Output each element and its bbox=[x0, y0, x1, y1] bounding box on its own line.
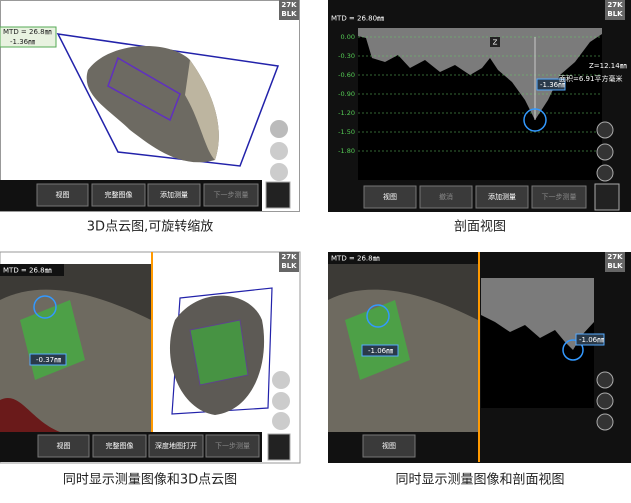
axis-name: Z bbox=[493, 39, 498, 47]
menu-icon[interactable] bbox=[594, 183, 620, 211]
axis-label: 0.00 bbox=[341, 33, 355, 41]
button[interactable] bbox=[91, 183, 146, 207]
button[interactable] bbox=[362, 434, 416, 458]
caption: 剖面视图 bbox=[454, 220, 506, 235]
caption: 同时显示测量图像和3D点云图 bbox=[63, 473, 237, 488]
button-label: 撤消 bbox=[439, 192, 453, 201]
button[interactable] bbox=[148, 434, 204, 458]
menu-icon[interactable] bbox=[267, 433, 291, 461]
panel-image-3d: -0.37㎜ MTD = 26.8㎜ 27K BLK 视图 完整图像 深度地图打… bbox=[0, 251, 301, 488]
button-label: 下一步测量 bbox=[214, 191, 249, 199]
menu-icon[interactable] bbox=[265, 181, 291, 209]
button[interactable] bbox=[363, 185, 417, 209]
button bbox=[203, 183, 259, 207]
button[interactable] bbox=[475, 185, 529, 209]
pause-button[interactable] bbox=[596, 121, 614, 139]
button[interactable] bbox=[147, 183, 201, 207]
badge: 27K bbox=[281, 253, 297, 261]
caption: 3D点云图,可旋转缩放 bbox=[87, 219, 213, 235]
panel-image-profile: -1.06㎜ -1.06㎜ MTD = 26.8㎜ 27K BLK 视图 同时显… bbox=[328, 252, 631, 488]
button-label: 视图 bbox=[56, 190, 70, 199]
measure-profile: -1.06㎜ bbox=[579, 336, 604, 344]
badge: 27K bbox=[607, 253, 623, 261]
button bbox=[205, 434, 260, 458]
save-button[interactable] bbox=[270, 142, 288, 160]
button[interactable] bbox=[92, 434, 147, 458]
save-button[interactable] bbox=[596, 143, 614, 161]
badge: BLK bbox=[281, 262, 297, 270]
panel-3d: MTD = 26.8㎜ -1.36㎜ 27K BLK 视图 完整图像 添加测量 … bbox=[0, 0, 300, 235]
badge: 27K bbox=[607, 1, 623, 9]
axis-label: -0.30 bbox=[338, 52, 355, 60]
button-label: 添加测量 bbox=[488, 192, 516, 201]
button-label: 完整图像 bbox=[106, 441, 134, 450]
caption: 同时显示测量图像和剖面视图 bbox=[395, 473, 564, 488]
mtd-box bbox=[0, 26, 57, 48]
badge: 27K bbox=[281, 1, 297, 9]
button-label: 视图 bbox=[57, 441, 71, 450]
panel-profile: 0.00 -0.30 -0.60 -0.90 -1.20 -1.50 -1.80… bbox=[328, 0, 631, 235]
button[interactable] bbox=[37, 434, 90, 458]
button-label: 下一步测量 bbox=[215, 442, 250, 450]
mtd: MTD = 26.8㎜ bbox=[3, 267, 52, 275]
axis-label: -0.60 bbox=[338, 71, 355, 79]
button-label: 视图 bbox=[383, 192, 397, 201]
measure: -1.36㎜ bbox=[540, 81, 565, 89]
save-button[interactable] bbox=[272, 392, 290, 410]
back-button[interactable] bbox=[272, 412, 290, 430]
axis-label: -0.90 bbox=[338, 90, 355, 98]
z-value: Z=12.14㎜ bbox=[589, 62, 627, 70]
button-label: 添加测量 bbox=[160, 190, 188, 199]
button[interactable] bbox=[36, 183, 89, 207]
button-label: 完整图像 bbox=[105, 190, 133, 199]
measure: -0.37㎜ bbox=[36, 356, 61, 364]
badge: BLK bbox=[607, 10, 623, 18]
pause-button[interactable] bbox=[596, 371, 614, 389]
mtd: MTD = 26.80㎜ bbox=[331, 15, 384, 23]
area: 面积=6.91平方毫米 bbox=[559, 74, 622, 83]
mtd: MTD = 26.8㎜ bbox=[331, 255, 380, 263]
button-label: 下一步测量 bbox=[542, 193, 577, 201]
save-button[interactable] bbox=[596, 392, 614, 410]
button-label: 深度地图打开 bbox=[155, 441, 197, 450]
back-button[interactable] bbox=[270, 163, 288, 181]
pause-button[interactable] bbox=[270, 120, 288, 138]
mtd: MTD = 26.8㎜ bbox=[3, 28, 52, 36]
axis-label: -1.20 bbox=[338, 109, 355, 117]
back-button[interactable] bbox=[596, 413, 614, 431]
pause-button[interactable] bbox=[272, 371, 290, 389]
badge: BLK bbox=[607, 262, 623, 270]
measure: -1.06㎜ bbox=[368, 347, 393, 355]
badge: BLK bbox=[281, 10, 297, 18]
measure: -1.36㎜ bbox=[10, 38, 35, 46]
axis-label: -1.50 bbox=[338, 128, 355, 136]
axis-label: -1.80 bbox=[338, 147, 355, 155]
button bbox=[531, 185, 587, 209]
button bbox=[419, 185, 473, 209]
back-button[interactable] bbox=[596, 164, 614, 182]
button-label: 视图 bbox=[382, 441, 396, 450]
